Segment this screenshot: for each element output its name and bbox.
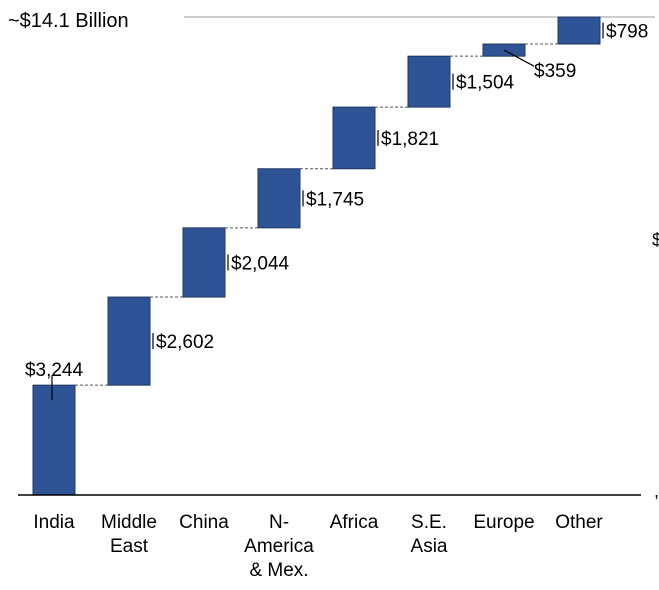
value-label-2: $2,044	[231, 253, 290, 274]
bar-7	[557, 16, 601, 45]
category-label-0: India	[33, 512, 75, 533]
bar-0	[32, 384, 76, 496]
leader-6	[503, 49, 535, 67]
total-label: ~$14.1 Billion	[8, 10, 129, 32]
bar-5	[407, 55, 451, 108]
stray-glyph-comma: ,	[654, 481, 659, 501]
value-label-6: $359	[534, 61, 576, 82]
value-labels: $3,244 $2,602 $2,044 $1,745 $1,821 $1,504 $359…	[25, 22, 648, 382]
category-label-7: Other	[555, 512, 603, 533]
bar-2	[182, 227, 226, 298]
value-label-0: $3,244	[25, 360, 84, 381]
category-label-1: Middle East	[101, 512, 157, 557]
bar-3	[257, 168, 301, 229]
connector-lines	[75, 43, 558, 386]
leader-lines	[51, 22, 604, 401]
value-label-5: $1,504	[456, 73, 515, 94]
bar-4	[332, 106, 376, 170]
value-label-4: $1,821	[381, 129, 439, 150]
category-label-5: S.E. Asia	[411, 512, 448, 557]
bar-1	[107, 296, 151, 386]
category-label-6: Europe	[473, 512, 534, 533]
category-label-4: Africa	[330, 512, 379, 533]
stray-glyph-dollar: $	[652, 230, 659, 250]
value-label-7: $798	[606, 22, 648, 43]
value-label-3: $1,745	[306, 189, 364, 210]
bars-group	[32, 16, 601, 496]
category-labels: India Middle East China N-America & Mex. Afric…	[33, 512, 603, 581]
category-label-3: N-America & Mex.	[244, 512, 314, 581]
value-label-1: $2,602	[156, 332, 214, 353]
category-label-2: China	[179, 512, 229, 533]
